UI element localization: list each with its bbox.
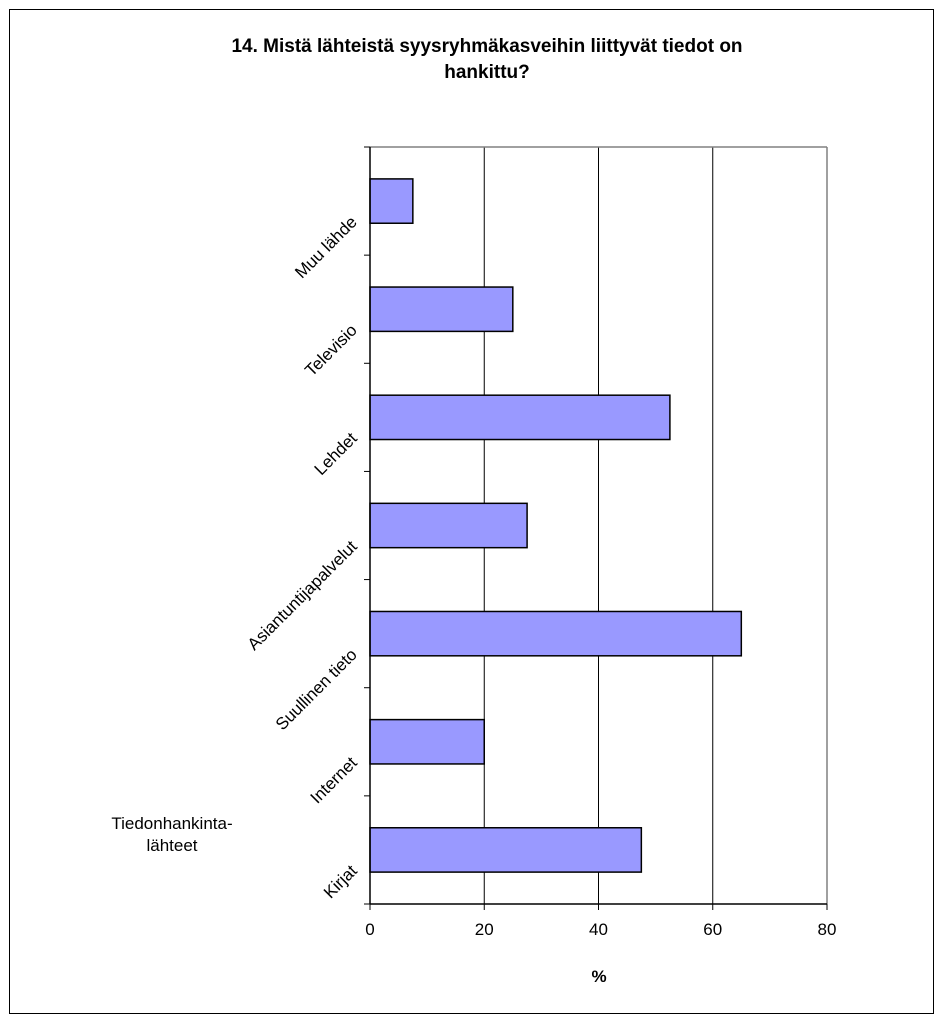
bar-kirjat	[369, 827, 643, 873]
y-axis-label-line-1: Tiedonhankinta-	[111, 814, 232, 833]
axes	[364, 146, 828, 910]
x-tick-labels: 0 20 40 60 80	[365, 920, 836, 939]
x-axis-label: %	[591, 967, 606, 986]
x-tick-label-40: 40	[589, 920, 608, 939]
y-axis-label: Tiedonhankinta- lähteet	[111, 814, 232, 855]
category-label-suullinen-tieto: Suullinen tieto	[272, 645, 361, 734]
bar-suullinen-tieto	[369, 610, 743, 657]
x-tick-label-20: 20	[475, 920, 494, 939]
category-label-televisio: Televisio	[301, 321, 361, 381]
chart-title-line-2: hankittu?	[444, 62, 530, 83]
category-label-kirjat: Kirjat	[320, 861, 361, 902]
bar-muu-lähde	[369, 178, 414, 224]
x-tick-label-60: 60	[703, 920, 722, 939]
bar-asiantuntijapalvelut	[369, 502, 528, 549]
category-label-muu-lähde: Muu lähde	[291, 212, 361, 282]
chart-title: 14. Mistä lähteistä syysryhmäkasveihin l…	[231, 36, 742, 83]
bar-internet	[369, 718, 485, 765]
bar-lehdet	[369, 394, 671, 441]
x-tick-label-0: 0	[365, 920, 374, 939]
chart-title-line-1: 14. Mistä lähteistä syysryhmäkasveihin l…	[231, 36, 742, 57]
bar-televisio	[369, 286, 514, 333]
y-axis-label-line-2: lähteet	[146, 836, 197, 855]
x-tick-label-80: 80	[818, 920, 837, 939]
category-labels: Kirjat Internet Suullinen tietoAsiantuntij…	[244, 212, 361, 902]
category-label-internet: Internet	[307, 753, 361, 807]
bars	[369, 178, 743, 873]
category-label-lehdet: Lehdet	[311, 429, 361, 479]
category-label-asiantuntijapalvelut: Asiantuntijapalvelut	[244, 537, 361, 654]
